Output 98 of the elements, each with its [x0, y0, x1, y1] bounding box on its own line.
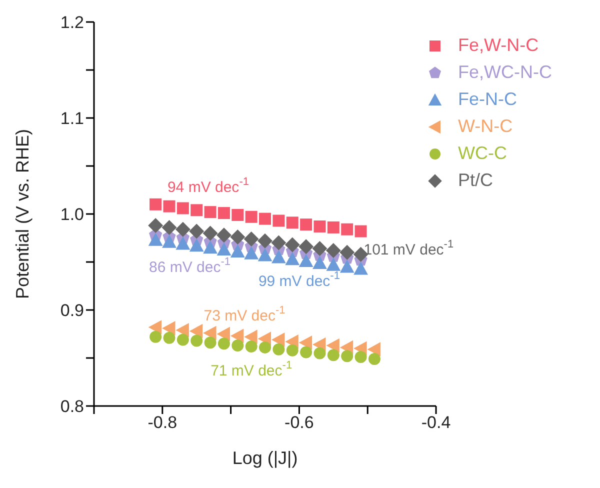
point — [148, 218, 164, 234]
annotation: 71 mV dec$^{-1}$ — [210, 359, 292, 380]
point — [327, 221, 340, 234]
point — [300, 346, 312, 358]
point — [271, 235, 286, 250]
point — [259, 212, 272, 225]
point — [176, 322, 189, 338]
point — [176, 236, 190, 250]
point — [271, 332, 285, 347]
y-tick-label: 1.1 — [60, 109, 84, 128]
point — [298, 239, 314, 254]
annotation: 101 mV dec$^{-1}$ — [364, 238, 454, 258]
y-tick-label: 0.8 — [60, 397, 84, 416]
point — [244, 246, 259, 260]
point — [340, 244, 355, 260]
point — [189, 324, 203, 338]
point — [245, 210, 258, 223]
point — [244, 330, 258, 344]
y-tick-label: 1.2 — [60, 13, 84, 32]
point — [148, 232, 163, 246]
point — [218, 338, 230, 350]
point — [232, 340, 244, 352]
legend-label: Fe,W-N-C — [458, 34, 539, 57]
point — [189, 224, 204, 239]
point — [286, 216, 298, 229]
point — [368, 352, 380, 365]
point — [285, 252, 300, 266]
point — [286, 344, 298, 356]
x-tick-label: -0.4 — [421, 413, 451, 432]
legend-label: Fe,WC-N-C — [458, 61, 552, 84]
point — [202, 226, 218, 241]
point — [230, 244, 245, 258]
point — [326, 338, 340, 353]
point — [190, 334, 203, 347]
point — [298, 254, 314, 268]
y-tick-label: 0.9 — [60, 301, 84, 320]
point — [162, 321, 176, 336]
point — [176, 334, 189, 346]
point — [162, 220, 177, 235]
point — [298, 335, 312, 350]
point — [341, 223, 354, 236]
point — [367, 342, 380, 357]
point — [216, 228, 232, 243]
point — [354, 225, 367, 238]
point — [314, 347, 326, 360]
point — [326, 258, 341, 271]
annotation: 94 mV dec$^{-1}$ — [167, 176, 249, 196]
point — [163, 332, 176, 344]
point — [190, 204, 203, 216]
x-tick-label: -0.6 — [284, 413, 314, 432]
point — [258, 248, 272, 262]
point — [230, 230, 246, 245]
point — [354, 351, 367, 364]
x-axis-title: Log (|J|) — [232, 448, 298, 468]
point — [204, 336, 216, 349]
point — [326, 242, 341, 258]
legend-label: Pt/C — [458, 169, 494, 192]
point — [271, 250, 286, 264]
x-tick-label: -0.8 — [148, 413, 178, 432]
point — [300, 218, 312, 231]
point — [162, 234, 176, 248]
point — [148, 320, 162, 334]
point — [216, 242, 232, 256]
point — [314, 220, 326, 232]
point — [258, 233, 273, 248]
point — [312, 241, 328, 256]
point — [284, 237, 300, 252]
y-tick-label: 1.0 — [60, 205, 84, 224]
point — [176, 202, 189, 214]
point — [354, 262, 368, 275]
point — [204, 206, 216, 218]
point — [163, 200, 176, 212]
legend-label: Fe-N-C — [458, 88, 518, 111]
point — [245, 340, 258, 352]
legend-label: W-N-C — [458, 115, 513, 138]
point — [244, 231, 259, 246]
point — [203, 326, 216, 340]
point — [259, 341, 272, 354]
point — [230, 328, 244, 344]
point — [218, 207, 230, 220]
point — [203, 240, 218, 254]
point — [272, 343, 285, 356]
point — [232, 208, 244, 221]
point — [312, 256, 327, 269]
point — [272, 214, 285, 227]
point — [175, 222, 190, 237]
point — [327, 349, 340, 362]
annotation: 99 mV dec$^{-1}$ — [258, 270, 340, 290]
point — [150, 330, 162, 343]
legend-label: WC-C — [458, 142, 507, 165]
point — [216, 326, 230, 342]
y-axis-title: Potential (V vs. RHE) — [12, 128, 32, 300]
annotation: 86 mV dec$^{-1}$ — [149, 256, 231, 276]
point — [189, 238, 204, 252]
point — [340, 260, 354, 273]
point — [150, 198, 162, 210]
annotation: 73 mV dec$^{-1}$ — [204, 304, 286, 325]
point — [341, 350, 354, 362]
